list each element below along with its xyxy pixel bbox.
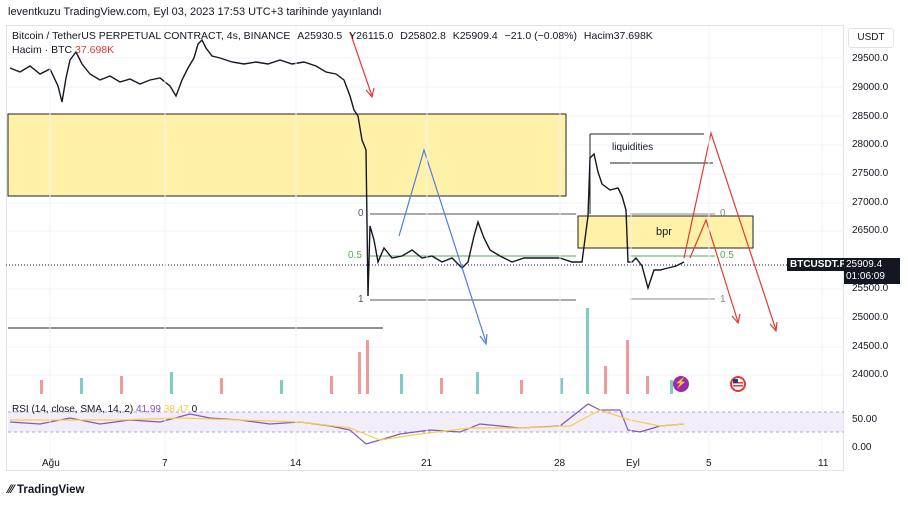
- rsi-legend: RSI (14, close, SMA, 14, 2) 41.99 38.47 …: [12, 404, 197, 415]
- rsi-band: [8, 412, 844, 432]
- red-arrow-right-1: [683, 130, 777, 331]
- volume-legend: Hacim · BTC 37.698K: [12, 44, 114, 56]
- date-tick: 7: [162, 458, 168, 469]
- time-grid: [49, 26, 823, 455]
- price-tick: 29000.0: [852, 82, 889, 93]
- symbol-price-label: BTCUSDT.P: [787, 258, 850, 271]
- current-price: 25909.4: [846, 259, 883, 270]
- rsi-tick-0: 0.00: [852, 442, 872, 453]
- legend-high: Y26115.0: [349, 30, 394, 42]
- rsi-label[interactable]: RSI (14, close, SMA, 14, 2): [12, 404, 134, 415]
- fib-left-1: 1: [358, 294, 364, 305]
- date-tick: 11: [818, 458, 829, 469]
- fib-left-05: 0.5: [348, 250, 362, 261]
- date-axis[interactable]: Ağu 7 14 21 28 Eyl 5 11: [6, 455, 844, 471]
- fib-left-0: 0: [358, 208, 364, 219]
- fib-right-0: 0: [720, 208, 726, 219]
- price-path: [9, 38, 685, 297]
- date-tick: Ağu: [42, 458, 60, 469]
- blue-arrow-path: [398, 147, 487, 343]
- price-tick: 25500.0: [852, 283, 889, 294]
- legend-open: A25930.5: [297, 30, 343, 42]
- date-tick: 5: [706, 458, 712, 469]
- rsi-tick-50: 50.00: [852, 414, 878, 425]
- rsi-ma-value: 38.47: [163, 404, 189, 415]
- date-tick: 28: [554, 458, 566, 469]
- legend-symbol[interactable]: Bitcoin / TetherUS PERPETUAL CONTRACT, 4…: [12, 30, 291, 42]
- bpr-zone-rect: [577, 215, 754, 249]
- published-caption: leventkuzu TradingView.com, Eyl 03, 2023…: [8, 6, 382, 18]
- price-tick: 25000.0: [852, 312, 889, 323]
- price-tick: 27000.0: [852, 197, 889, 208]
- price-tick: 29500.0: [852, 53, 889, 64]
- tv-logo-icon: ⁄⁄⁄: [8, 484, 14, 496]
- date-tick: 14: [290, 458, 302, 469]
- volume-value: 37.698K: [75, 44, 115, 56]
- price-tick: 24000.0: [852, 369, 889, 380]
- fib-right-05: 0.5: [720, 250, 734, 261]
- price-tick: 27500.0: [852, 168, 889, 179]
- red-arrow-top: [349, 31, 373, 97]
- us-flag-icon[interactable]: [730, 376, 746, 392]
- rsi-line: [9, 403, 685, 445]
- price-tick: 26500.0: [852, 225, 889, 236]
- lightning-icon[interactable]: ⚡: [673, 376, 689, 392]
- date-tick: 21: [421, 458, 433, 469]
- chart-pane[interactable]: [6, 25, 844, 471]
- tradingview-logo[interactable]: ⁄⁄⁄ TradingView: [8, 484, 85, 496]
- legend-volume: Hacim37.698K: [583, 30, 653, 42]
- legend-change: −21.0 (−0.08%): [504, 30, 577, 42]
- fib-left-lines: [370, 213, 576, 301]
- fib-right-1: 1: [720, 294, 726, 305]
- bpr-label: bpr: [656, 226, 672, 238]
- legend-low: D25802.8: [400, 30, 446, 42]
- rsi-value: 41.99: [135, 404, 161, 415]
- price-tick: 24500.0: [852, 341, 889, 352]
- date-tick: Eyl: [626, 458, 640, 469]
- current-price-badge: 25909.4 01:06:09: [844, 258, 900, 284]
- candle-countdown: 01:06:09: [846, 271, 885, 282]
- legend-row: Bitcoin / TetherUS PERPETUAL CONTRACT, 4…: [12, 30, 653, 42]
- volume-bars: [40, 308, 673, 394]
- red-arrow-right-2: [689, 218, 739, 323]
- liquidities-label: liquidities: [612, 142, 654, 153]
- price-tick: 28000.0: [852, 139, 889, 150]
- rsi-ma-line: [10, 409, 685, 441]
- fib-right-lines: [630, 213, 715, 300]
- currency-button[interactable]: USDT: [848, 28, 894, 48]
- tv-brand-text: TradingView: [16, 484, 85, 496]
- supply-zone-rect: [7, 113, 567, 197]
- legend-close: K25909.4: [452, 30, 498, 42]
- volume-label[interactable]: Hacim · BTC: [12, 44, 73, 56]
- price-tick: 28500.0: [852, 111, 889, 122]
- price-axis[interactable]: 29500.0 29000.0 28500.0 28000.0 27500.0 …: [844, 25, 908, 471]
- rsi-extra-value: 0: [191, 404, 198, 415]
